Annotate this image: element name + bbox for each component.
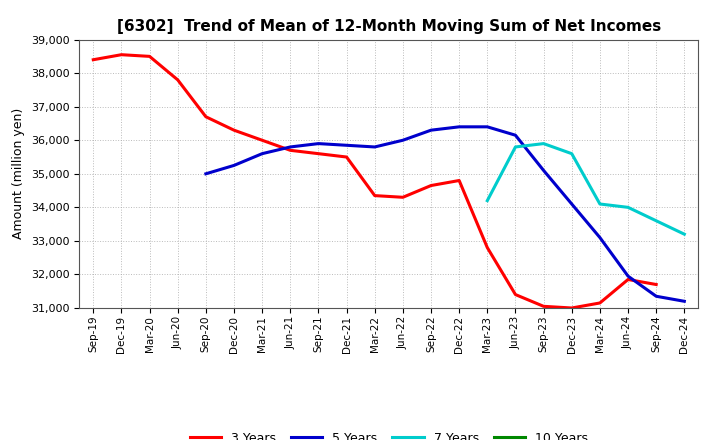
3 Years [511,292,520,297]
7 Years [680,231,688,237]
5 Years [399,138,408,143]
3 Years [652,282,660,287]
3 Years [174,77,182,83]
3 Years [595,301,604,306]
3 Years [624,277,632,282]
Line: 3 Years: 3 Years [94,55,656,308]
3 Years [117,52,126,57]
5 Years [286,144,294,150]
5 Years [314,141,323,146]
3 Years [145,54,154,59]
Legend: 3 Years, 5 Years, 7 Years, 10 Years: 3 Years, 5 Years, 7 Years, 10 Years [184,427,593,440]
5 Years [230,163,238,168]
Line: 7 Years: 7 Years [487,143,684,234]
7 Years [624,205,632,210]
3 Years [427,183,436,188]
5 Years [455,124,464,129]
5 Years [624,274,632,279]
5 Years [258,151,266,156]
5 Years [539,168,548,173]
3 Years [202,114,210,119]
5 Years [680,299,688,304]
Line: 5 Years: 5 Years [206,127,684,301]
Y-axis label: Amount (million yen): Amount (million yen) [12,108,25,239]
5 Years [342,143,351,148]
5 Years [595,235,604,240]
3 Years [89,57,98,62]
5 Years [652,293,660,299]
7 Years [483,198,492,203]
3 Years [455,178,464,183]
3 Years [286,148,294,153]
5 Years [567,202,576,207]
5 Years [483,124,492,129]
3 Years [567,305,576,311]
3 Years [230,128,238,133]
7 Years [595,202,604,207]
5 Years [511,132,520,138]
3 Years [342,154,351,160]
5 Years [427,128,436,133]
3 Years [483,245,492,250]
3 Years [370,193,379,198]
3 Years [258,138,266,143]
7 Years [539,141,548,146]
5 Years [202,171,210,176]
Title: [6302]  Trend of Mean of 12-Month Moving Sum of Net Incomes: [6302] Trend of Mean of 12-Month Moving … [117,19,661,34]
7 Years [511,144,520,150]
7 Years [567,151,576,156]
3 Years [399,194,408,200]
3 Years [314,151,323,156]
5 Years [370,144,379,150]
3 Years [539,304,548,309]
7 Years [652,218,660,224]
